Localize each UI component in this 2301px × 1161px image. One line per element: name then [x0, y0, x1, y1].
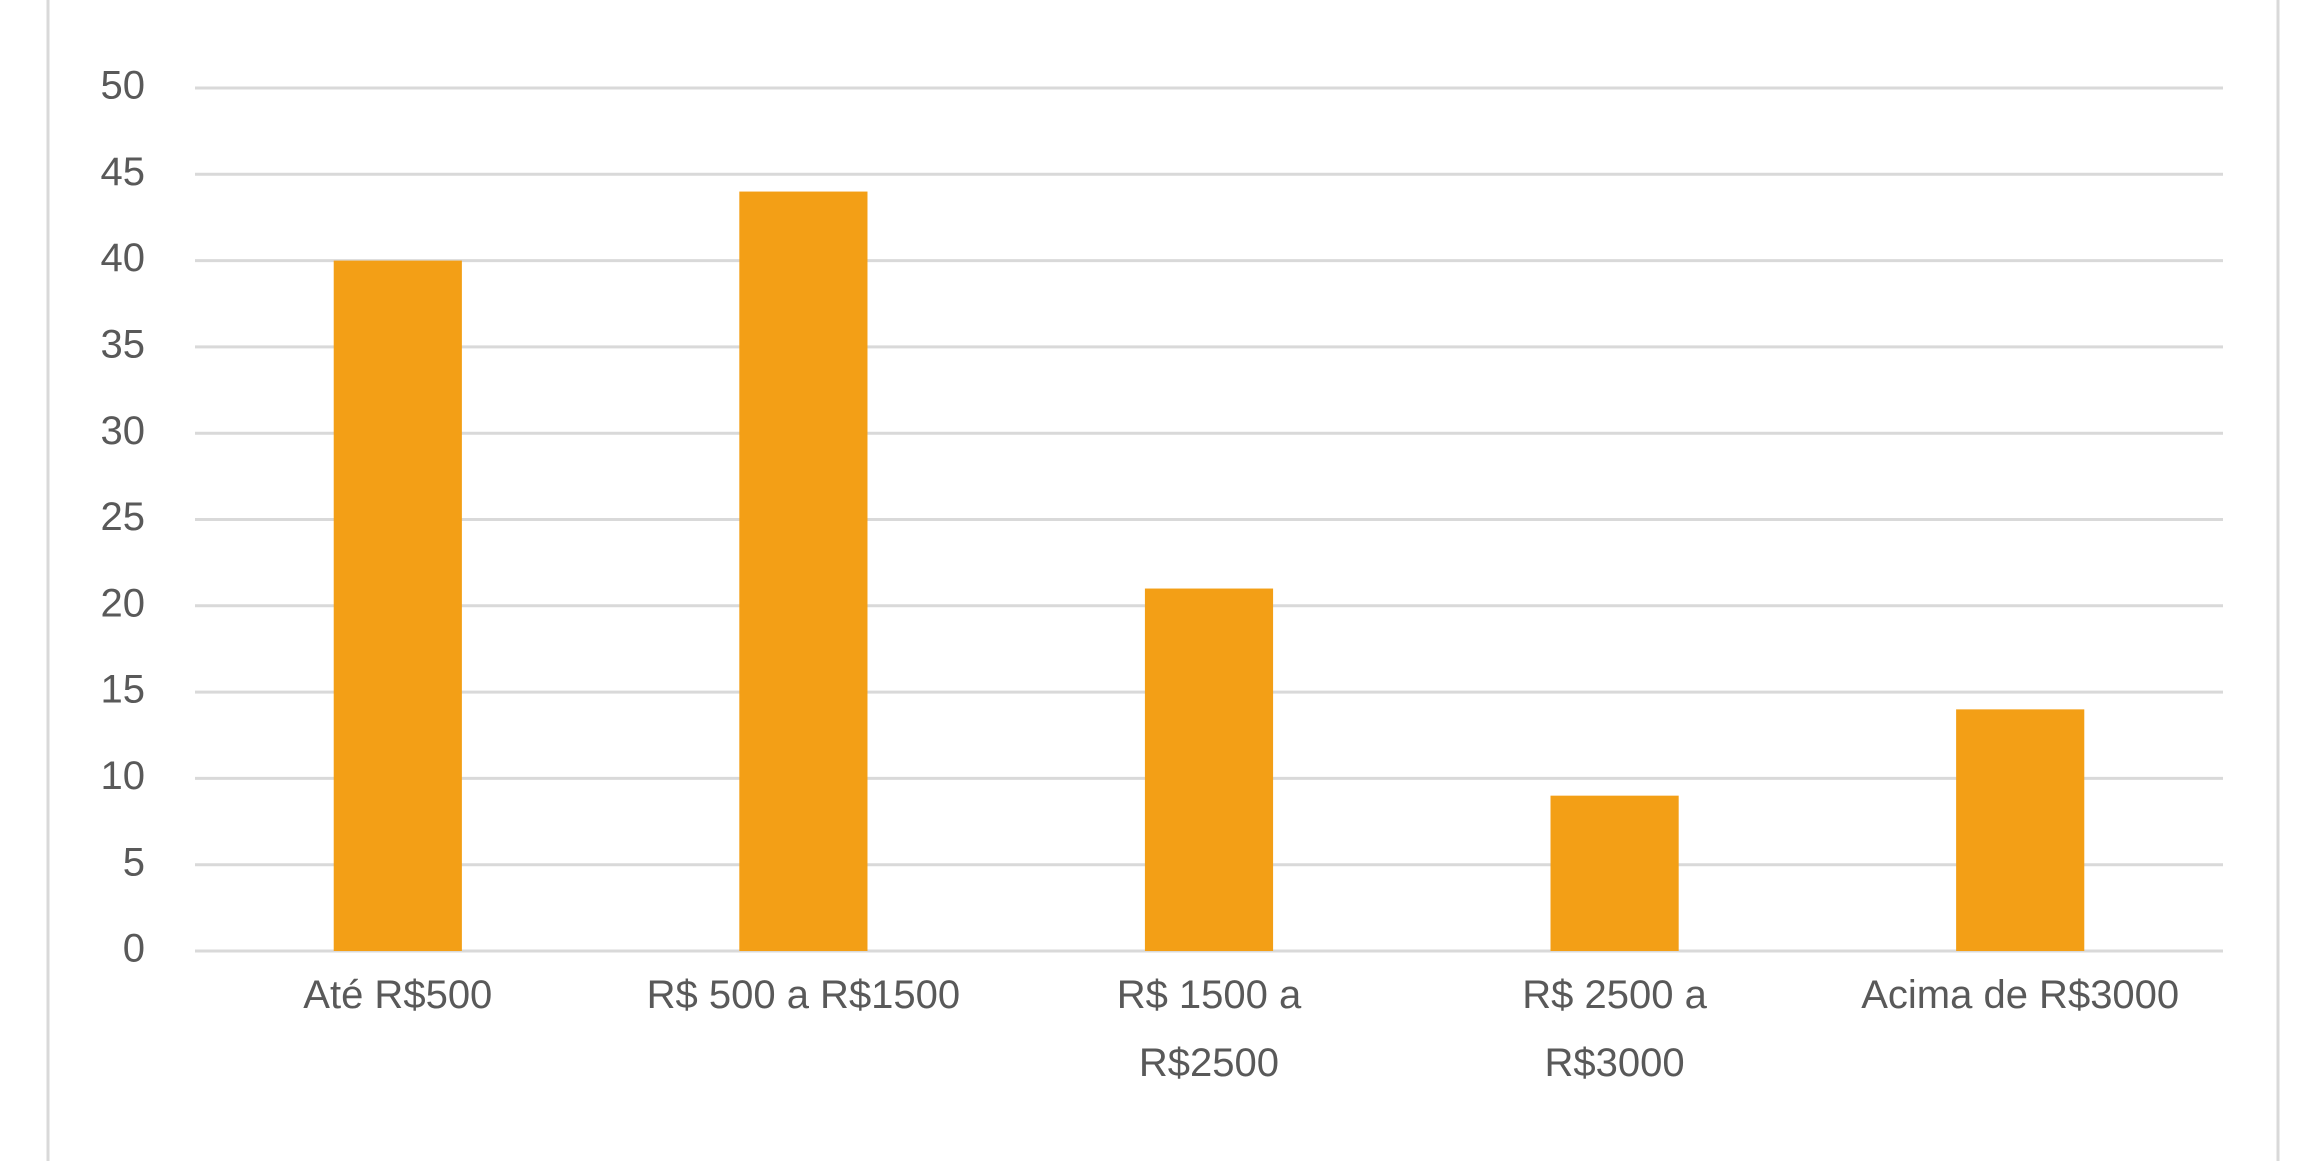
- bar: [1144, 588, 1274, 951]
- x-tick-label-box: Acima de R$3000: [1861, 973, 2180, 1017]
- x-tick-label: R$ 2500 a R$3000: [1522, 973, 1707, 1085]
- bar: [1956, 709, 2085, 951]
- x-tick-label-box: R$ 500 a R$1500: [646, 973, 961, 1017]
- y-tick-label: 50: [101, 64, 146, 108]
- y-tick-label: 0: [123, 927, 145, 971]
- bar: [333, 260, 462, 952]
- x-tick-label: R$ 500 a R$1500: [646, 973, 961, 1017]
- x-tick-label: Até R$500: [303, 973, 493, 1017]
- y-tick-label: 40: [101, 236, 146, 280]
- x-tick-label-box: Até R$500: [303, 973, 493, 1017]
- y-tick-label: 10: [101, 754, 146, 798]
- y-tick-label: 5: [123, 840, 145, 884]
- x-tick-label-box: R$ 1500 a R$2500: [1116, 973, 1302, 1085]
- y-tick-label: 45: [101, 150, 146, 194]
- bar: [1550, 795, 1679, 951]
- y-tick-label: 30: [101, 409, 146, 453]
- y-tick-label: 35: [101, 322, 146, 366]
- x-tick-label-box: R$ 2500 a R$3000: [1522, 973, 1707, 1085]
- bar: [739, 191, 868, 951]
- x-tick-label: R$ 1500 a R$2500: [1116, 973, 1302, 1085]
- y-tick-label: 20: [101, 581, 146, 625]
- y-tick-label: 15: [101, 668, 146, 712]
- x-tick-label: Acima de R$3000: [1861, 973, 2180, 1017]
- y-tick-label: 25: [101, 495, 146, 539]
